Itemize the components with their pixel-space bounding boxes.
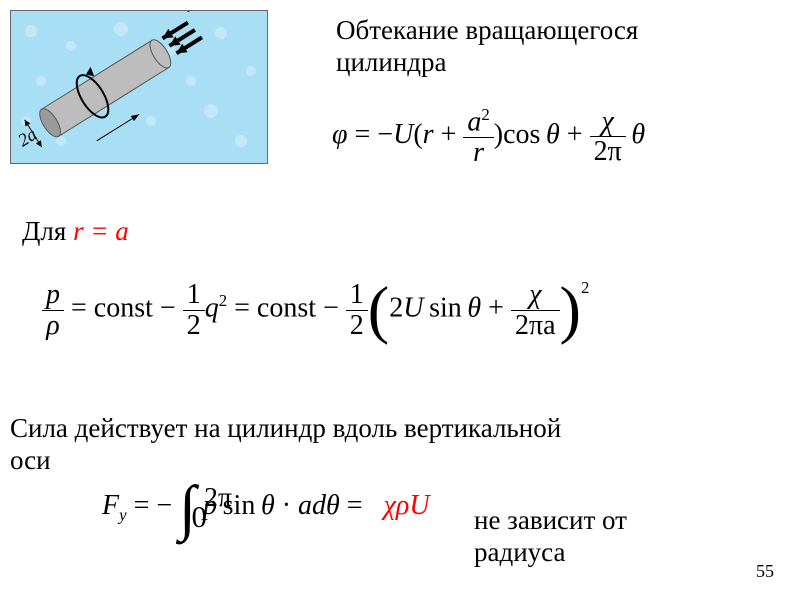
- force-result: χρU: [384, 490, 430, 521]
- force-description: Сила действует на цилиндр вдоль вертикал…: [10, 412, 561, 477]
- for-expr: r = a: [73, 216, 129, 246]
- equation-pressure: pρ = const − 12q2 = const − 12(2U sin θ …: [42, 278, 589, 340]
- tail-line2: радиуса: [474, 537, 565, 567]
- cylinder-diagram: 2a -U: [10, 10, 268, 164]
- heading: Обтекание вращающегося цилиндра: [336, 14, 638, 79]
- tail-line1: не зависит от: [474, 505, 627, 535]
- page-number: 55: [756, 561, 774, 582]
- for-label: Для: [22, 216, 73, 246]
- equation-force: Fy = − ∫2π0 p sin θ · adθ = χρU: [102, 490, 430, 526]
- independent-of-radius: не зависит от радиуса: [474, 504, 627, 569]
- equation-phi: φ = −U(r + a2r)cos θ + χ2π θ: [332, 106, 645, 167]
- heading-line1: Обтекание вращающегося: [336, 15, 638, 45]
- heading-line2: цилиндра: [336, 47, 447, 77]
- force-line2: оси: [10, 445, 51, 475]
- force-line1: Сила действует на цилиндр вдоль вертикал…: [10, 413, 561, 443]
- for-r-equals-a: Для r = a: [22, 216, 129, 247]
